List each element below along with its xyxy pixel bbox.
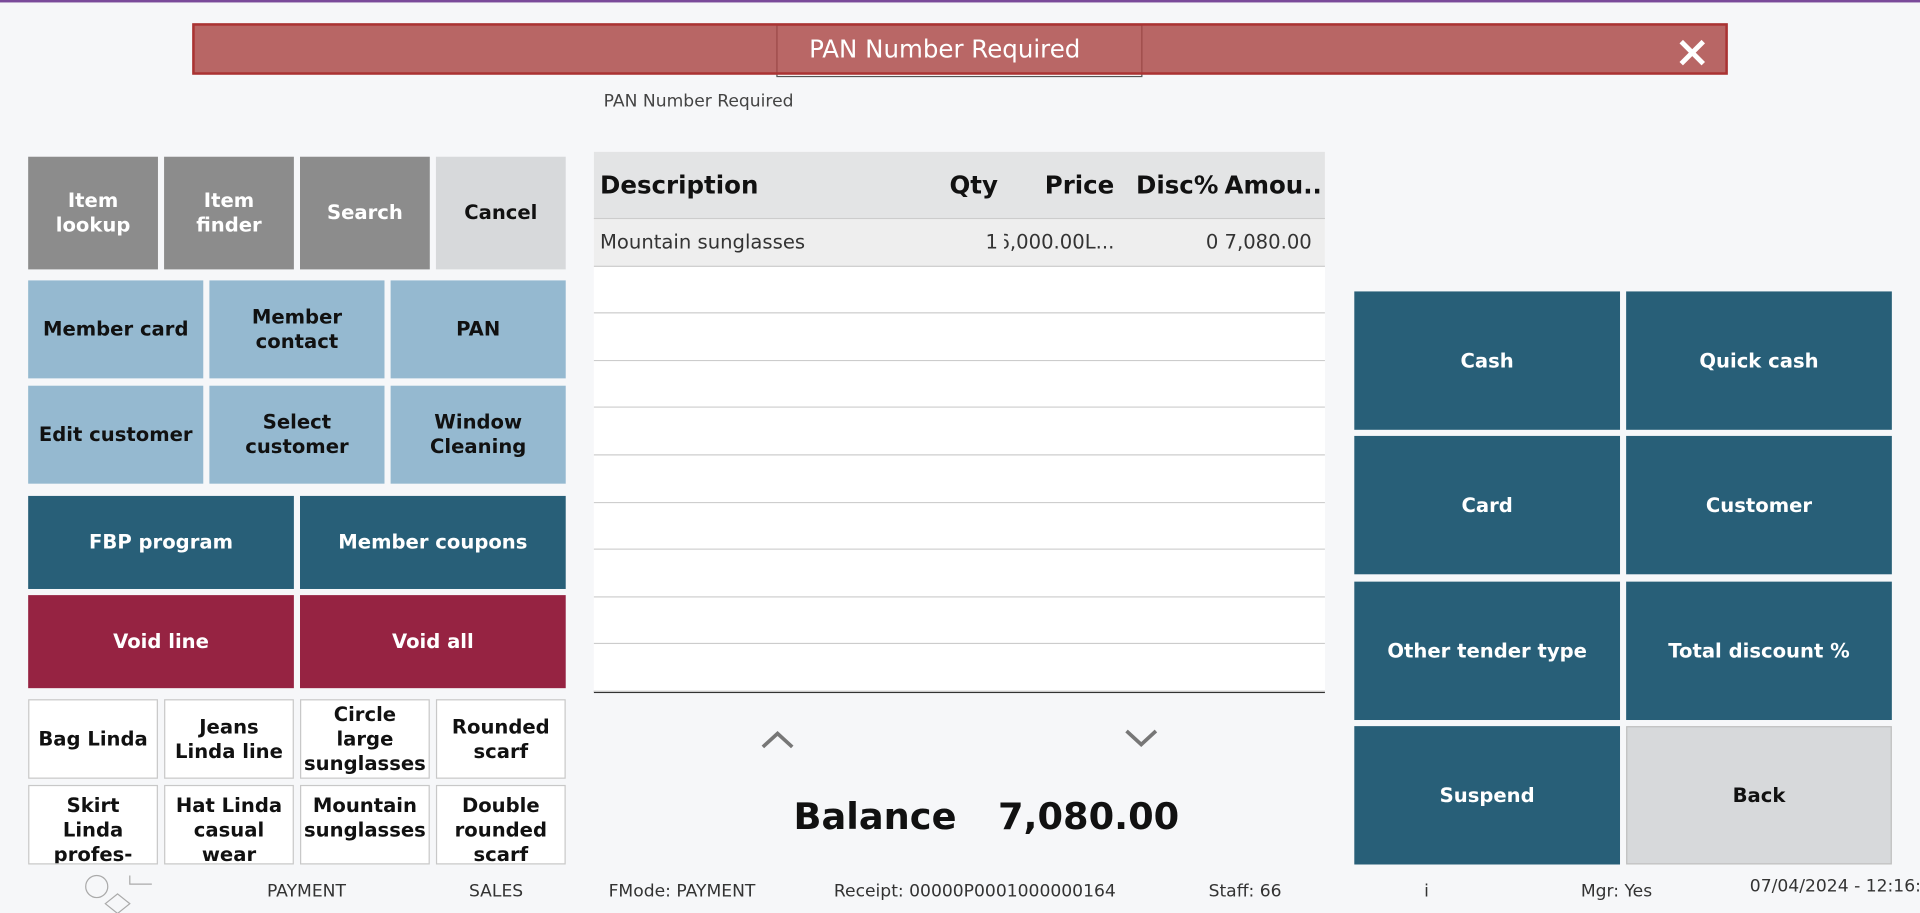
status-item: SALES [468,881,524,902]
error-banner: PAN Number Required [192,23,1728,75]
action-button[interactable]: Member coupons [300,495,566,589]
table-row [593,502,1325,551]
action-button[interactable]: Bag Linda [28,699,158,779]
action-button[interactable]: Member card [28,280,204,379]
table-header: Description Qty Price Disc% Amou... [593,151,1325,220]
action-button[interactable]: Cancel [435,156,566,270]
top-bar [0,0,1920,3]
table-row: Mountain sunglasses 1 6,000.00L... 0 7,080.0… [593,219,1325,267]
action-button[interactable]: FBP program [28,495,294,589]
table-cell: Qty [949,170,998,200]
field-label: PAN Number Required [603,91,794,112]
close-button[interactable] [1676,37,1708,69]
action-button[interactable]: Window Cleaning [390,385,566,484]
table-row [593,455,1325,503]
status-item: i [1424,881,1429,902]
footer-icons [85,874,152,913]
action-button[interactable]: Item finder [164,156,294,270]
action-button[interactable]: Item lookup [28,156,158,270]
action-button[interactable]: Circle large sunglasses [300,699,430,779]
table-row [593,360,1325,409]
action-button[interactable]: Edit customer [28,385,204,484]
table-cell: 0 [1205,230,1219,254]
tender-button[interactable]: Card [1354,435,1621,575]
status-item: Staff: 66 [1208,881,1282,902]
table-row [593,408,1325,456]
tender-button[interactable]: Customer [1626,435,1892,575]
table-row [593,597,1325,645]
table-row [593,550,1325,598]
action-button[interactable]: Hat Linda casual wear [164,784,294,865]
table-cell: Description [600,170,759,200]
table-cell: Disc% [1136,170,1219,200]
action-button[interactable]: Rounded scarf [435,699,566,779]
balance-amount: 7,080.00 [997,795,1180,839]
table-cell: Price [1044,170,1115,200]
receipt-table: Description Qty Price Disc% Amou... Mountain … [593,151,1325,694]
action-button[interactable]: Search [300,156,430,270]
action-button[interactable]: Select customer [209,385,385,484]
error-message: PAN Number Required [809,34,1081,64]
tender-button[interactable]: Total discount % [1626,581,1892,721]
table-cell: Mountain sunglasses [600,230,806,254]
action-button[interactable]: Jeans Linda line [164,699,294,779]
tender-button[interactable]: Other tender type [1354,581,1621,721]
table-row [593,313,1325,361]
status-item: Mgr: Yes [1580,881,1653,902]
action-button[interactable]: Void all [300,595,566,689]
table-row [593,266,1325,314]
status-item: FMode: PAYMENT [608,881,756,902]
action-button[interactable]: Void line [28,595,294,689]
status-item: PAYMENT [266,881,346,902]
action-button[interactable]: Member contact [209,280,385,379]
tender-button[interactable]: Quick cash [1626,291,1892,430]
balance-label: Balance [793,795,957,839]
status-item: Receipt: 00000P0001000000164 [833,881,1116,902]
tender-button[interactable]: Back [1626,726,1892,865]
action-button[interactable]: Mountain sunglasses [300,784,430,865]
table-cell: 6,000.00L... [1004,230,1115,254]
action-button[interactable]: Double rounded scarf [435,784,566,865]
status-item: 07/04/2024 - 12:16:55 PM [1749,876,1920,897]
scroll-arrows [761,729,1158,749]
tender-button[interactable]: Cash [1354,291,1621,430]
tender-button[interactable]: Suspend [1354,726,1621,865]
table-cell: 7,080.00 [1224,230,1312,254]
action-button[interactable]: Skirt Linda profes-sional wear [28,784,158,865]
table-row [593,644,1325,692]
action-button[interactable]: PAN [390,280,566,379]
table-cell: 1 [985,230,998,254]
table-cell: Amou... [1224,170,1323,200]
